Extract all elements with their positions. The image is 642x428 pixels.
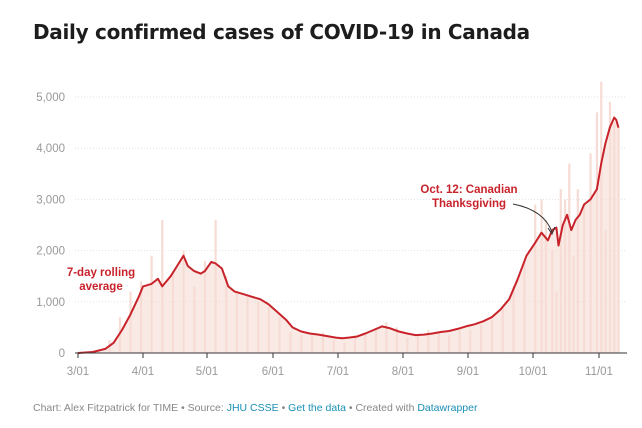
x-tick-label: 7/01 [327,366,349,378]
x-tick-label: 6/01 [262,366,284,378]
annotation-arrowhead [547,226,556,236]
footer-credit: Chart: Alex Fitzpatrick for TIME • Sourc… [33,402,227,414]
source-link[interactable]: JHU CSSE [226,402,279,414]
x-tick-label: 9/01 [457,366,479,378]
x-tick-label: 4/01 [132,366,154,378]
annotation-text: average [79,281,122,293]
daily-case-bar [617,127,620,353]
y-axis-labels: 0 1,000 2,000 3,000 4,000 5,000 [36,92,65,360]
datawrapper-link[interactable]: Datawrapper [417,402,478,414]
rolling-average-line [77,116,620,354]
y-tick-label: 2,000 [36,246,65,258]
footer-separator: • [278,402,289,414]
annotation-text: Oct. 12: Canadian [420,184,517,196]
x-tick-label: 8/01 [392,366,414,378]
rolling-average-series [77,116,620,354]
footer-created: • Created with [345,402,418,414]
y-tick-label: 4,000 [36,143,65,155]
chart-footer: Chart: Alex Fitzpatrick for TIME • Sourc… [33,402,477,414]
annotation-arrow [512,203,553,233]
x-tick-label: 3/01 [67,366,89,378]
annotation-text: 7-day rolling [67,267,135,279]
x-tick-label: 11/01 [585,366,613,378]
x-tick-label: 5/01 [196,366,218,378]
y-tick-label: 1,000 [36,297,65,309]
y-tick-label: 3,000 [36,194,65,206]
y-tick-label: 0 [59,348,65,360]
get-data-link[interactable]: Get the data [288,402,346,414]
annotations: 7-day rolling average Oct. 12: Canadian Tha… [67,184,556,293]
x-tick-label: 10/01 [519,366,548,378]
annotation-text: Thanksgiving [432,198,506,210]
y-tick-label: 5,000 [36,92,65,104]
chart-title: Daily confirmed cases of COVID-19 in Can… [33,20,530,44]
x-axis: 3/01 4/01 5/01 6/01 7/01 8/01 9/01 10/01 11/01 [67,352,627,378]
rolling-average-area [78,117,619,353]
